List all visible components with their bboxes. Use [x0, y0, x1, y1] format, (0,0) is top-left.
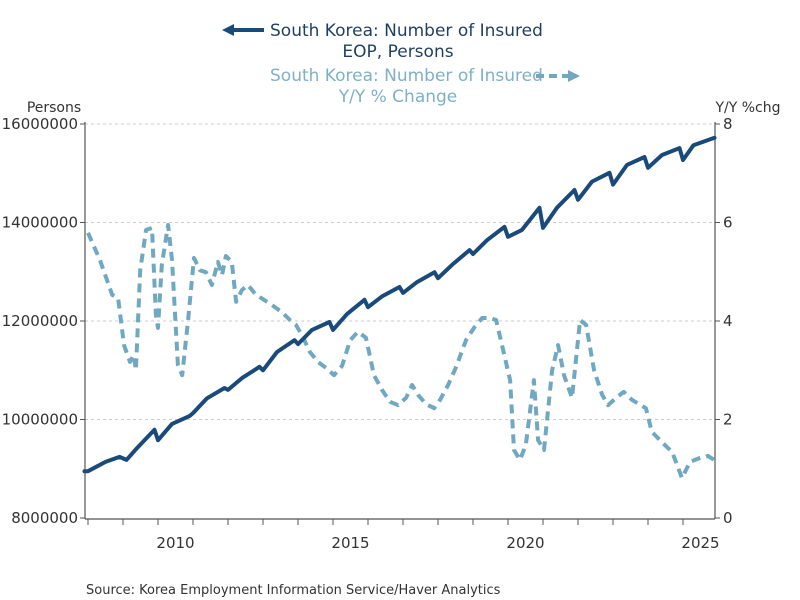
left-ticks: 8000000 10000000 12000000 14000000 16000000	[2, 115, 85, 527]
legend-yoy-line1: South Korea: Number of Insured	[270, 66, 543, 86]
legend-eop-line1: South Korea: Number of Insured	[270, 21, 543, 41]
x-tick-label: 2010	[156, 534, 194, 552]
right-tick-label: 0	[723, 509, 733, 527]
legend-entry-yoy: South Korea: Number of Insured Y/Y % Cha…	[270, 66, 580, 107]
x-ticks: 2010 2015 2020 2025	[87, 519, 720, 552]
source-note: Source: Korea Employment Information Ser…	[86, 583, 501, 598]
series-eop	[82, 135, 717, 474]
right-tick-label: 8	[723, 115, 733, 133]
x-tick-label: 2020	[506, 534, 544, 552]
left-tick-label: 8000000	[11, 509, 78, 527]
right-axis-title: Y/Y %chg	[714, 100, 780, 116]
legend: South Korea: Number of Insured EOP, Pers…	[222, 21, 580, 107]
legend-eop-line2: EOP, Persons	[342, 42, 453, 62]
right-tick-label: 4	[723, 312, 733, 330]
legend-arrow-right-icon	[568, 70, 580, 82]
gridlines	[85, 123, 715, 420]
right-tick-label: 2	[723, 411, 733, 429]
left-tick-label: 14000000	[2, 214, 78, 232]
left-tick-label: 10000000	[2, 411, 78, 429]
x-tick-label: 2025	[681, 534, 719, 552]
left-axis-title: Persons	[27, 100, 81, 116]
series-yoy	[86, 223, 716, 481]
legend-arrow-left-icon	[222, 24, 234, 36]
legend-entry-eop: South Korea: Number of Insured EOP, Pers…	[222, 21, 543, 62]
x-tick-label: 2015	[331, 534, 369, 552]
left-tick-label: 12000000	[2, 312, 78, 330]
left-tick-label: 16000000	[2, 115, 78, 133]
legend-yoy-line2: Y/Y % Change	[338, 87, 458, 107]
series-line-yoy-change	[86, 223, 716, 481]
right-ticks: 0 2 4 6 8	[715, 115, 733, 527]
series-line-eop-persons	[82, 135, 717, 474]
right-tick-label: 6	[723, 214, 733, 232]
